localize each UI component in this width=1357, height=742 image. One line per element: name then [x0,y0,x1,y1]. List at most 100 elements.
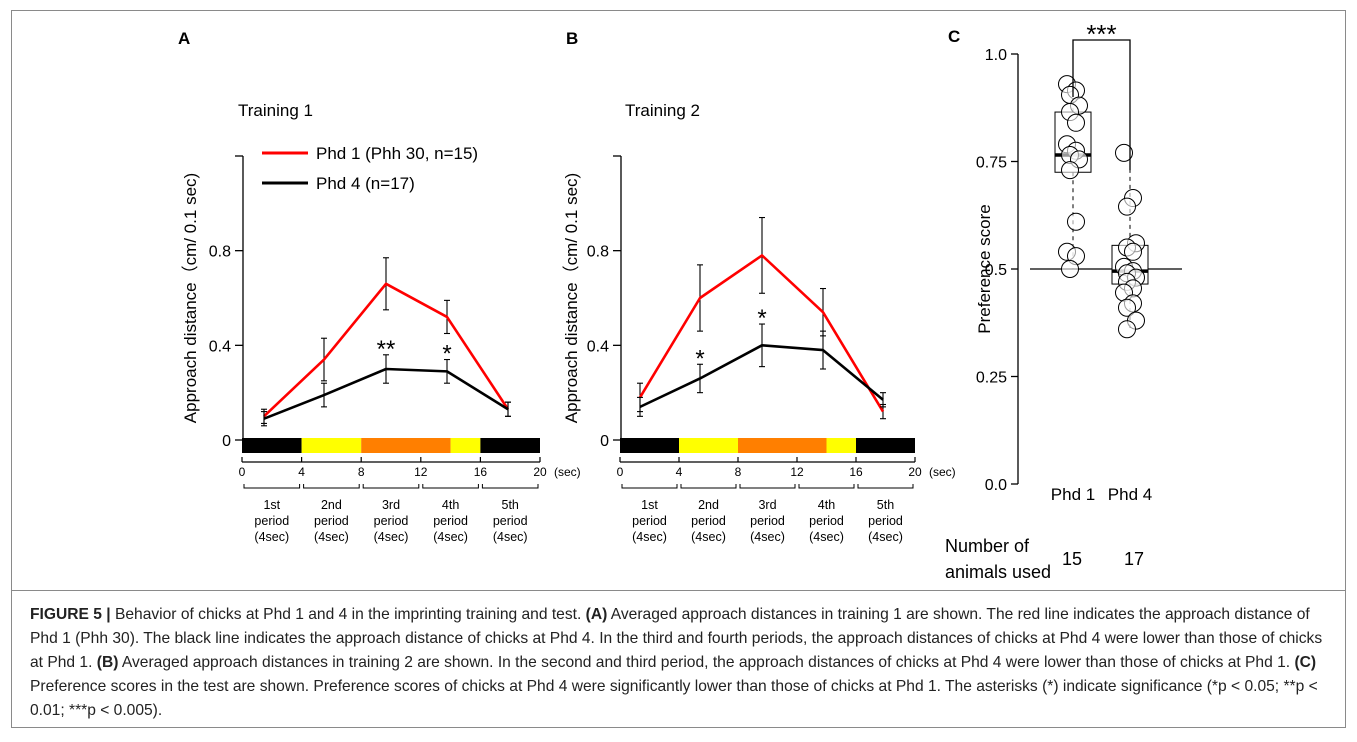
period-label: 3rd [382,498,400,512]
period-label: 1st [263,498,280,512]
chart-title: Training 1 [238,101,313,120]
period-bracket [680,484,737,489]
series-line [263,367,509,420]
stimulus-segment [361,438,451,453]
period-label: 4th [818,498,835,512]
significance-marker: * [757,305,766,332]
period-label: period [254,514,289,528]
count-value: 15 [1062,549,1082,569]
stimulus-segment [738,438,827,453]
y-axis-label: Approach distance（cm/ 0.1 sec) [562,173,581,423]
figure-caption: FIGURE 5 | Behavior of chicks at Phd 1 a… [30,603,1330,723]
y-tick-label: 0.0 [985,477,1007,494]
period-label: 1st [641,498,658,512]
data-point [1061,260,1079,278]
count-value: 17 [1124,549,1144,569]
x-axis-unit: (sec) [929,465,956,479]
period-label: (4sec) [254,530,289,544]
legend-label: Phd 1 (Phh 30, n=15) [316,144,478,163]
y-axis-label: Approach distance（cm/ 0.1 sec) [181,173,200,423]
data-point [1124,242,1142,261]
period-label: period [632,514,667,528]
x-axis-unit: (sec) [554,465,581,479]
series-line [638,254,885,413]
period-label: 2nd [698,498,719,512]
caption-panel-ref: (A) [585,606,608,623]
period-label: period [433,514,468,528]
panel-a-chart: Training 1 0 0.4 0.8 Approach distance（cm/ 0… [181,101,581,544]
x-tick-label: 20 [908,465,922,479]
stimulus-segment [620,438,679,453]
series-line [639,344,884,409]
panel-letter-b: B [566,29,578,48]
panel-c-chart: 0.0 0.25 0.5 0.75 1.0 Preference score *** Phd … [945,19,1182,582]
period-label: period [868,514,903,528]
stimulus-segment [856,438,915,453]
caption-body: Behavior of chicks at Phd 1 and 4 in the… [30,606,1322,719]
period-label: 3rd [758,498,776,512]
panel-b-chart: Training 2 0 0.4 0.8 Approach distance（cm/ 0… [562,101,956,544]
significance-marker: * [442,341,451,368]
period-bracket [303,484,360,489]
period-bracket [621,484,678,489]
x-tick-label: 16 [474,465,488,479]
data-point [1061,161,1079,180]
period-bracket [481,484,539,489]
x-tick-label: 8 [358,465,365,479]
period-label: 5th [877,498,894,512]
period-label: (4sec) [691,530,726,544]
count-label: animals used [945,562,1051,582]
y-tick-label: 0 [600,433,609,450]
significance-marker: * [695,345,704,372]
x-tick-label: 8 [735,465,742,479]
y-tick-label: 0.8 [209,244,231,261]
period-label: period [493,514,528,528]
x-tick-label: 12 [414,465,428,479]
caption-text: Preference scores in the test are shown.… [30,678,1318,719]
period-label: 4th [442,498,459,512]
data-point [1118,197,1136,216]
period-label: (4sec) [493,530,528,544]
period-label: period [809,514,844,528]
y-tick-label: 0.5 [985,262,1007,279]
caption-text: Averaged approach distances in training … [30,606,1323,671]
period-bracket [422,484,479,489]
period-label: (4sec) [750,530,785,544]
legend-label: Phd 4 (n=17) [316,174,415,193]
stimulus-segment [480,438,540,453]
period-label: period [314,514,349,528]
stimulus-segment [242,438,302,453]
data-point [1067,113,1085,132]
x-tick-label: 0 [239,465,246,479]
x-tick-label: 20 [533,465,547,479]
caption-divider [11,590,1346,591]
period-label: (4sec) [632,530,667,544]
data-point [1118,320,1136,339]
y-tick-label: 0.4 [587,338,609,355]
x-tick-label: 4 [676,465,683,479]
data-point [1115,143,1133,162]
y-axis-label: Preference score [975,204,994,333]
period-label: (4sec) [374,530,409,544]
period-label: (4sec) [809,530,844,544]
stimulus-segment [450,438,481,453]
y-tick-label: 0.8 [587,244,609,261]
x-tick-label: 0 [617,465,624,479]
caption-text: Averaged approach distances in training … [118,654,1295,671]
series-line [263,282,510,418]
caption-panel-ref: (B) [96,654,119,671]
x-tick-label: 4 [298,465,305,479]
y-tick-label: 0.4 [209,338,231,355]
significance-marker: *** [1086,19,1116,49]
y-tick-label: 0 [222,433,231,450]
period-label: (4sec) [868,530,903,544]
period-bracket [739,484,796,489]
period-bracket [857,484,914,489]
period-label: (4sec) [314,530,349,544]
stimulus-segment [826,438,856,453]
y-tick-label: 0.75 [976,155,1007,172]
period-bracket [362,484,420,489]
stimulus-segment [679,438,738,453]
category-label: Phd 1 [1051,485,1095,504]
